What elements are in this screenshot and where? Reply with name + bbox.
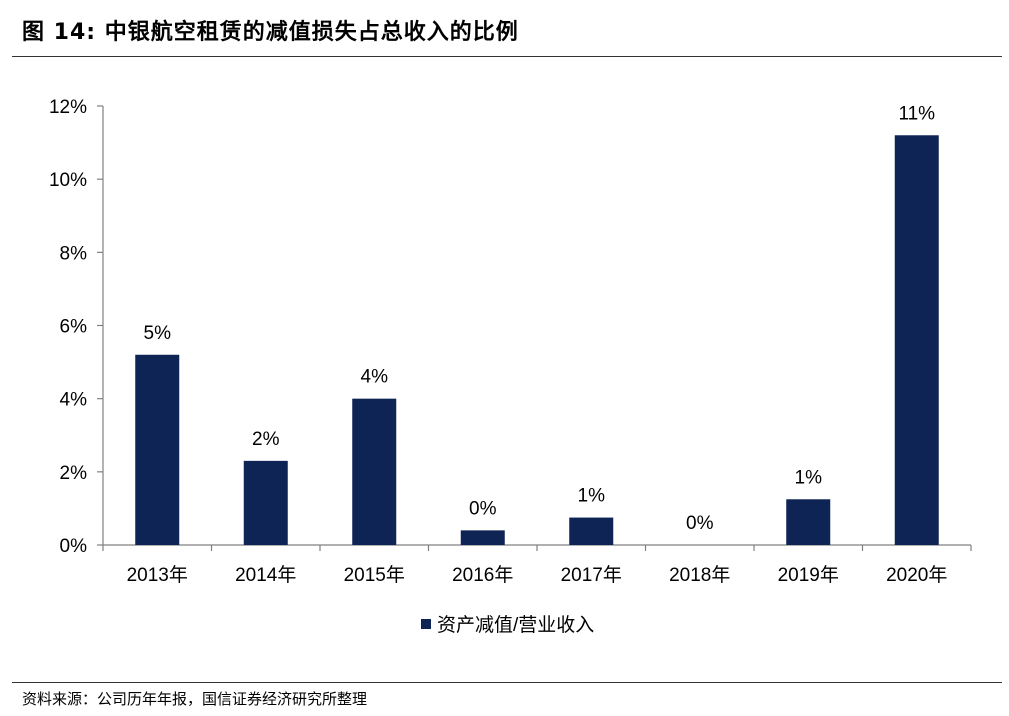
data-label: 11% xyxy=(898,103,935,124)
legend-swatch xyxy=(421,619,431,629)
y-tick-label: 0% xyxy=(60,536,88,557)
x-category-label: 2013年 xyxy=(127,564,188,586)
y-tick-label: 8% xyxy=(60,243,88,264)
bar xyxy=(352,398,397,545)
data-label: 2% xyxy=(252,429,280,450)
legend-label: 资产减值/营业收入 xyxy=(437,614,594,636)
data-labels: 5% 2% 4% 0% 1% 0% 1% 11% xyxy=(144,103,936,534)
y-tick-label: 2% xyxy=(60,463,88,484)
source-note: 资料来源：公司历年年报，国信证券经济研究所整理 xyxy=(22,690,368,708)
x-category-label: 2020年 xyxy=(886,564,947,586)
title-divider xyxy=(12,56,1002,57)
data-label: 1% xyxy=(578,486,606,507)
data-label: 1% xyxy=(795,467,823,488)
bar xyxy=(460,530,505,545)
figure-title: 图 14: 中银航空租赁的减值损失占总收入的比例 xyxy=(22,20,519,45)
y-tick-label: 6% xyxy=(60,317,88,338)
bar xyxy=(894,135,939,545)
data-label: 0% xyxy=(686,513,714,534)
x-category-label: 2018年 xyxy=(669,564,730,586)
x-axis: 2013年 2014年 2015年 2016年 2017年 2018年 2019年 2020年 xyxy=(102,544,972,586)
y-tick-label: 12% xyxy=(49,97,87,118)
x-category-label: 2014年 xyxy=(235,564,296,586)
y-tick-label: 10% xyxy=(49,170,87,191)
y-tick-label: 4% xyxy=(60,390,88,411)
bar xyxy=(243,460,288,545)
bar xyxy=(786,499,831,545)
legend: 资产减值/营业收入 xyxy=(421,614,594,636)
x-category-label: 2016年 xyxy=(452,564,513,586)
y-axis: 0% 2% 4% 6% 8% 10% 12% xyxy=(49,97,104,557)
bar-chart: 0%2%4%6%8%10%12% 2013年 2014年 2015年 2016年 201… xyxy=(49,97,972,636)
data-label: 5% xyxy=(144,323,172,344)
x-category-label: 2015年 xyxy=(344,564,405,586)
bar xyxy=(135,354,180,545)
bar-series xyxy=(135,135,939,545)
x-category-label: 2017年 xyxy=(561,564,622,586)
x-category-label: 2019年 xyxy=(778,564,839,586)
bar xyxy=(569,517,614,545)
data-label: 4% xyxy=(361,367,389,388)
data-label: 0% xyxy=(469,498,497,519)
footer-divider xyxy=(12,682,1002,683)
